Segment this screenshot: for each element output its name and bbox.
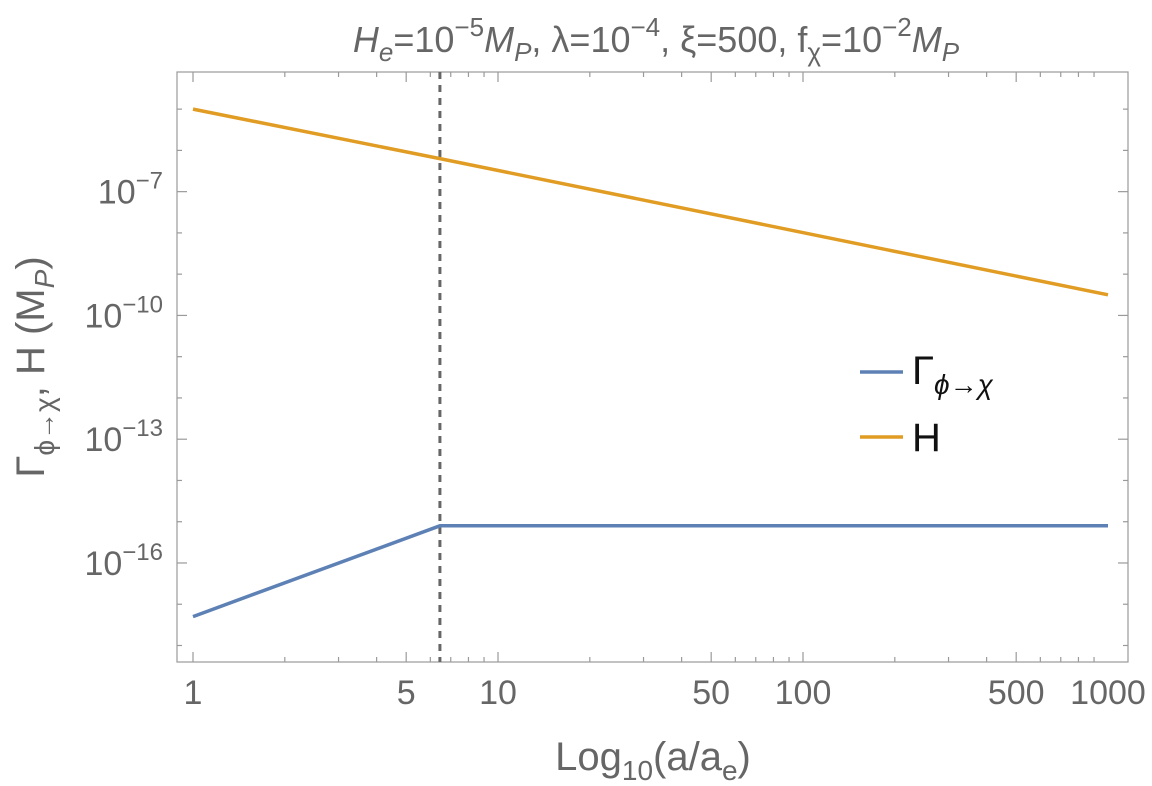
plot-frame [176, 71, 1129, 663]
series-line-h [192, 107, 1109, 297]
y-tick-label: 10−7 [98, 168, 163, 212]
y-axis-label: Γϕ→χ, H (MP) [9, 256, 60, 477]
x-tick-label: 100 [775, 674, 832, 712]
x-tick-label: 5 [397, 674, 416, 712]
axis-ticks [177, 72, 1128, 662]
legend-label-gamma: Γϕ→χ [912, 349, 994, 400]
x-axis-label: Log10(a/ae) [555, 735, 751, 786]
x-tick-label: 500 [988, 674, 1045, 712]
legend-item-h: H [860, 416, 941, 460]
series-line-gamma [192, 524, 1108, 619]
y-tick-label: 10−16 [84, 539, 163, 583]
x-tick-label: 50 [692, 674, 730, 712]
x-tick-label: 10 [479, 674, 517, 712]
x-tick-label: 1000 [1070, 674, 1146, 712]
y-tick-label: 10−13 [84, 415, 163, 459]
chart-title: He=10−5MP, λ=10−4, ξ=500, fχ=10−2MP [353, 12, 960, 67]
legend-item-gamma: Γϕ→χ [860, 349, 994, 400]
legend-label-h: H [912, 416, 941, 460]
legend: Γϕ→χ H [860, 349, 994, 460]
x-tick-label: 1 [184, 674, 203, 712]
axis-tick-labels: 1 5 10 50 100 500 1000 10−7 10−10 10−13 10−16 [84, 168, 1145, 712]
series-layer [192, 107, 1109, 619]
y-tick-label: 10−10 [84, 291, 163, 335]
